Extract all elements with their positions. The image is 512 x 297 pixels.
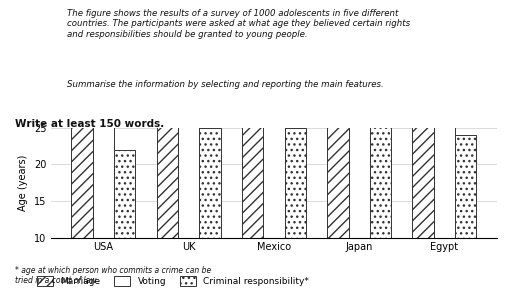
Bar [157, 106, 178, 238]
Bar [199, 128, 221, 238]
Bar [178, 120, 199, 238]
Bar [72, 106, 93, 238]
Bar [434, 113, 455, 238]
Bar [263, 120, 285, 238]
Bar [114, 150, 135, 238]
Bar [349, 91, 370, 238]
Text: Summarise the information by selecting and reporting the main features.: Summarise the information by selecting a… [67, 80, 383, 89]
Bar [93, 106, 114, 238]
Bar [285, 128, 306, 238]
Text: * age at which person who commits a crime can be
tried in a court of law: * age at which person who commits a crim… [15, 266, 211, 285]
Text: Write at least 150 words.: Write at least 150 words. [15, 119, 165, 129]
Bar [455, 135, 476, 238]
Y-axis label: Age (years): Age (years) [18, 154, 28, 211]
Text: The figure shows the results of a survey of 1000 adolescents in five different
c: The figure shows the results of a survey… [67, 9, 410, 39]
Bar [242, 120, 263, 238]
Legend: Marriage, Voting, Criminal responsibility*: Marriage, Voting, Criminal responsibilit… [33, 273, 313, 290]
Bar [327, 76, 349, 238]
Bar [413, 120, 434, 238]
Bar [370, 106, 391, 238]
